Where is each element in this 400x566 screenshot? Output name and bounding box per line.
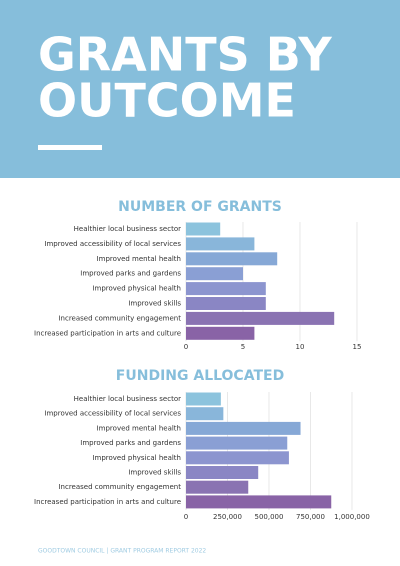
category-label: Improved physical health — [92, 454, 181, 462]
bar — [186, 421, 301, 435]
category-label: Improved parks and gardens — [80, 270, 181, 278]
category-label: Improved accessibility of local services — [44, 410, 181, 418]
category-label: Improved mental health — [97, 424, 181, 432]
category-label: Improved mental health — [97, 255, 181, 263]
bar — [186, 480, 249, 494]
x-tick-label: 500,000 — [255, 513, 284, 521]
category-label: Improved parks and gardens — [80, 439, 181, 447]
category-label: Increased community engagement — [58, 483, 181, 491]
category-label: Increased community engagement — [58, 314, 181, 322]
category-label: Healthier local business sector — [74, 395, 181, 403]
x-tick-label: 250,000 — [213, 513, 242, 521]
bar — [186, 297, 266, 310]
x-tick-label: 750,000 — [296, 513, 325, 521]
bar — [186, 326, 255, 340]
bar — [186, 436, 288, 450]
category-label: Improved skills — [128, 300, 181, 308]
bar — [186, 407, 224, 421]
category-label: Increased participation in arts and cult… — [34, 329, 181, 337]
bar — [186, 282, 266, 296]
bar — [186, 222, 221, 236]
x-tick-label: 1,000,000 — [334, 513, 370, 521]
title-underline — [38, 145, 102, 150]
category-label: Improved accessibility of local services — [44, 240, 181, 248]
chart-title: NUMBER OF GRANTS — [118, 199, 282, 215]
category-label: Healthier local business sector — [74, 225, 181, 233]
x-tick-label: 0 — [184, 513, 188, 521]
title-line: GRANTS BY — [38, 28, 332, 82]
title-line: OUTCOME — [38, 74, 296, 128]
x-tick-label: 0 — [184, 343, 188, 351]
bar — [186, 466, 259, 479]
bar — [186, 237, 255, 251]
bar — [186, 267, 243, 281]
bar — [186, 311, 335, 325]
bar — [186, 495, 332, 509]
category-label: Improved skills — [128, 469, 181, 477]
chart-title: FUNDING ALLOCATED — [116, 368, 284, 384]
category-label: Improved physical health — [92, 285, 181, 293]
bar — [186, 392, 221, 406]
footer: GOODTOWN COUNCIL | GRANT PROGRAM REPORT … — [38, 548, 206, 555]
x-tick-label: 10 — [296, 343, 305, 351]
bar — [186, 451, 289, 465]
x-tick-label: 15 — [353, 343, 362, 351]
bar — [186, 252, 278, 266]
x-tick-label: 5 — [241, 343, 245, 351]
category-label: Increased participation in arts and cult… — [34, 498, 181, 506]
